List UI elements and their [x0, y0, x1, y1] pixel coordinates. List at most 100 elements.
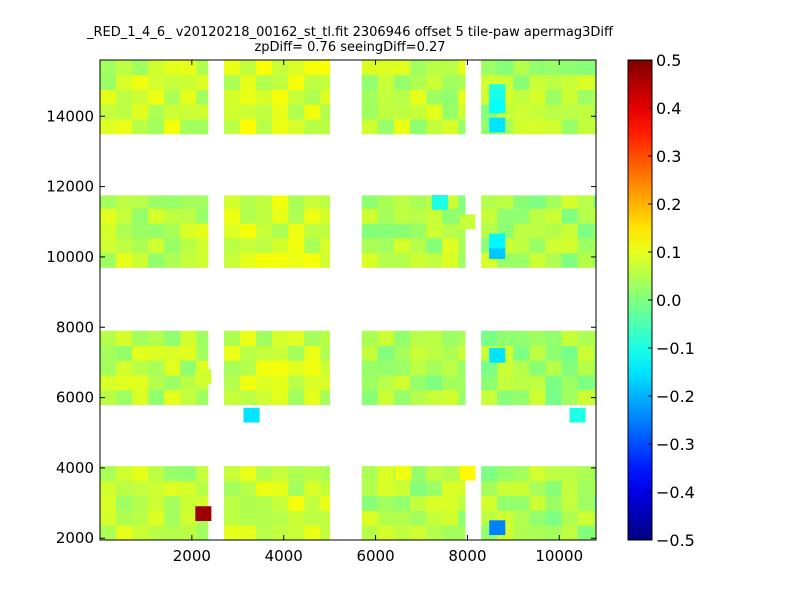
heatmap-cell [529, 104, 546, 120]
heatmap-cell [148, 223, 165, 239]
heatmap-cell [545, 525, 562, 541]
heatmap-cell [304, 104, 321, 120]
heatmap-cell [545, 510, 562, 526]
heatmap-cell [320, 89, 331, 105]
heatmap-cell [116, 195, 133, 209]
heatmap-cell [410, 223, 427, 239]
heatmap-cell [116, 119, 133, 135]
heatmap-cell [320, 360, 331, 376]
heatmap-cell [377, 495, 395, 511]
heatmap-cell [426, 252, 443, 268]
heatmap-cell [426, 74, 443, 90]
heatmap-cell [256, 495, 273, 511]
heatmap-cell [196, 525, 209, 541]
heatmap-cell [224, 510, 241, 526]
heatmap-cell [304, 89, 321, 105]
heatmap-cell [304, 119, 321, 135]
heatmap-cell [410, 330, 427, 346]
heatmap-cell [393, 389, 411, 406]
heatmap-cell [593, 525, 597, 541]
heatmap-cell [593, 330, 597, 346]
heatmap-cell [240, 510, 257, 526]
heatmap-cell [513, 345, 530, 361]
heatmap-cell [393, 495, 411, 511]
heatmap-cell [132, 525, 149, 541]
heatmap-cell [545, 208, 562, 224]
heatmap-cell [288, 375, 305, 391]
heatmap-cell [240, 525, 257, 541]
heatmap-cell [561, 237, 579, 254]
heatmap-cell [561, 389, 579, 406]
heatmap-cell [224, 252, 241, 268]
heatmap-cell [458, 480, 466, 497]
heatmap-cell [489, 117, 506, 133]
heatmap-cell [529, 195, 546, 209]
heatmap-cell [410, 360, 427, 376]
heatmap-cell [256, 345, 273, 361]
heatmap-cell [116, 89, 133, 105]
heatmap-cell [272, 119, 289, 135]
heatmap-cell [196, 74, 209, 90]
heatmap-cell [164, 119, 181, 135]
heatmap-cell [100, 525, 117, 541]
heatmap-cell [442, 466, 459, 482]
heatmap-cell [196, 208, 209, 224]
heatmap-cell [256, 119, 273, 135]
heatmap-cell [545, 237, 562, 254]
heatmap-cell [164, 495, 181, 511]
chart-title-line: _RED_1_4_6_ v20120218_00162_st_tl.fit 23… [87, 25, 613, 40]
heatmap-cell [164, 525, 181, 541]
heatmap-cell [224, 89, 241, 105]
heatmap-cell [224, 466, 241, 482]
heatmap-cell [224, 375, 241, 391]
heatmap-cell [529, 466, 546, 482]
heatmap-cell [426, 60, 443, 76]
heatmap-cell [304, 237, 321, 254]
heatmap-cell [426, 208, 443, 224]
heatmap-cell [377, 345, 395, 361]
heatmap-cell [529, 60, 546, 76]
heatmap-cell [304, 195, 321, 209]
heatmap-cell [196, 495, 209, 511]
heatmap-cell [116, 466, 133, 482]
heatmap-cell [497, 330, 514, 346]
heatmap-cell [361, 525, 379, 541]
heatmap-cell [196, 119, 209, 135]
heatmap-cell [529, 495, 546, 511]
heatmap-cell [513, 89, 530, 105]
heatmap-cell [304, 360, 321, 376]
heatmap-cell [288, 223, 305, 239]
heatmap-cell [288, 195, 305, 209]
heatmap-cell [224, 525, 241, 541]
heatmap-cell [272, 330, 289, 346]
heatmap-cell [529, 223, 546, 239]
heatmap-cell [164, 223, 181, 239]
heatmap-cell [224, 104, 241, 120]
heatmap-cell [426, 525, 443, 541]
heatmap-cell [180, 119, 197, 135]
heatmap-cell [195, 506, 212, 522]
heatmap-cell [164, 74, 181, 90]
heatmap-cell [577, 104, 595, 120]
heatmap-cell [272, 466, 289, 482]
heatmap-cell [148, 480, 165, 497]
heatmap-cell [442, 237, 459, 254]
heatmap-cell [361, 195, 379, 209]
y-tick-label: 12000 [46, 178, 94, 196]
heatmap-cell [100, 495, 117, 511]
heatmap-cell [410, 466, 427, 482]
heatmap-cell [361, 237, 379, 254]
heatmap-cell [180, 252, 197, 268]
heatmap-cell [393, 237, 411, 254]
heatmap-cells [100, 60, 597, 541]
heatmap-cell [180, 237, 197, 254]
heatmap-cell [164, 510, 181, 526]
heatmap-cell [100, 237, 117, 254]
heatmap-cell [545, 389, 562, 406]
heatmap-cell [561, 510, 579, 526]
heatmap-cell [196, 104, 209, 120]
heatmap-cell [240, 495, 257, 511]
heatmap-cell [320, 525, 331, 541]
heatmap-cell [164, 375, 181, 391]
heatmap-cell [288, 345, 305, 361]
